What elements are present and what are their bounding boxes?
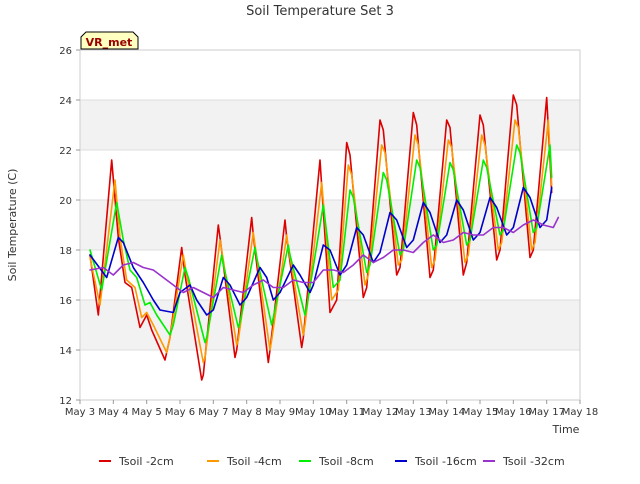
x-tick-label: May 16 [495, 407, 532, 418]
legend-label: Tsoil -32cm [502, 455, 565, 468]
series-line-tsoil-32cm [89, 216, 560, 299]
x-tick-label: May 10 [295, 407, 332, 418]
x-tick-label: May 15 [462, 407, 499, 418]
x-tick-label: May 9 [265, 407, 295, 418]
x-tick-label: May 13 [395, 407, 432, 418]
series-line-tsoil-4cm [89, 119, 553, 364]
y-tick-label: 12 [59, 396, 72, 407]
chart-title: Soil Temperature Set 3 [246, 4, 394, 19]
y-tick-label: 20 [59, 196, 72, 207]
y-tick-label: 24 [59, 96, 72, 107]
x-tick-label: May 17 [528, 407, 565, 418]
x-tick-label: May 5 [132, 407, 162, 418]
vr-met-label: VR_met [86, 36, 133, 49]
x-tick-label: May 18 [562, 407, 599, 418]
x-tick-label: May 4 [98, 407, 128, 418]
series-layer [89, 94, 560, 381]
legend-label: Tsoil -4cm [226, 455, 282, 468]
x-tick-label: May 14 [428, 407, 465, 418]
y-tick-label: 26 [59, 46, 72, 57]
plot-background [80, 50, 580, 400]
y-tick-label: 14 [59, 346, 72, 357]
legend: Tsoil -2cm Tsoil -4cm Tsoil -8cm Tsoil -16c… [99, 455, 565, 468]
series-line-tsoil-16cm [89, 186, 553, 316]
x-tick-label: May 11 [328, 407, 365, 418]
x-tick-label: May 8 [232, 407, 262, 418]
x-tick-label: May 12 [362, 407, 399, 418]
legend-label: Tsoil -16cm [414, 455, 477, 468]
legend-label: Tsoil -2cm [118, 455, 174, 468]
series-line-tsoil-8cm [89, 144, 553, 344]
vr-met-badge: VR_met [80, 31, 139, 50]
plot-band [80, 100, 580, 150]
vr-met-badge-shape [80, 31, 139, 50]
series-line-tsoil-2cm [89, 94, 553, 381]
y-axis-label: Soil Temperature (C) [6, 169, 19, 282]
y-tick-label: 16 [59, 296, 72, 307]
plot-band [80, 350, 580, 400]
x-tick-label: May 7 [198, 407, 228, 418]
x-axis-label: Time [552, 423, 580, 436]
x-tick-label: May 6 [165, 407, 195, 418]
plot-frame [79, 49, 581, 401]
y-tick-label: 18 [59, 246, 72, 257]
plot-band [80, 50, 580, 100]
x-axis-ticks: May 3 May 4 May 5 May 6 May 7 May 8 May 9 May 1… [65, 400, 598, 418]
y-tick-label: 22 [59, 146, 72, 157]
plot-band [80, 150, 580, 200]
x-tick-label: May 3 [65, 407, 95, 418]
y-axis-ticks: 12 14 16 18 20 22 24 26 [59, 46, 80, 407]
legend-label: Tsoil -8cm [318, 455, 374, 468]
